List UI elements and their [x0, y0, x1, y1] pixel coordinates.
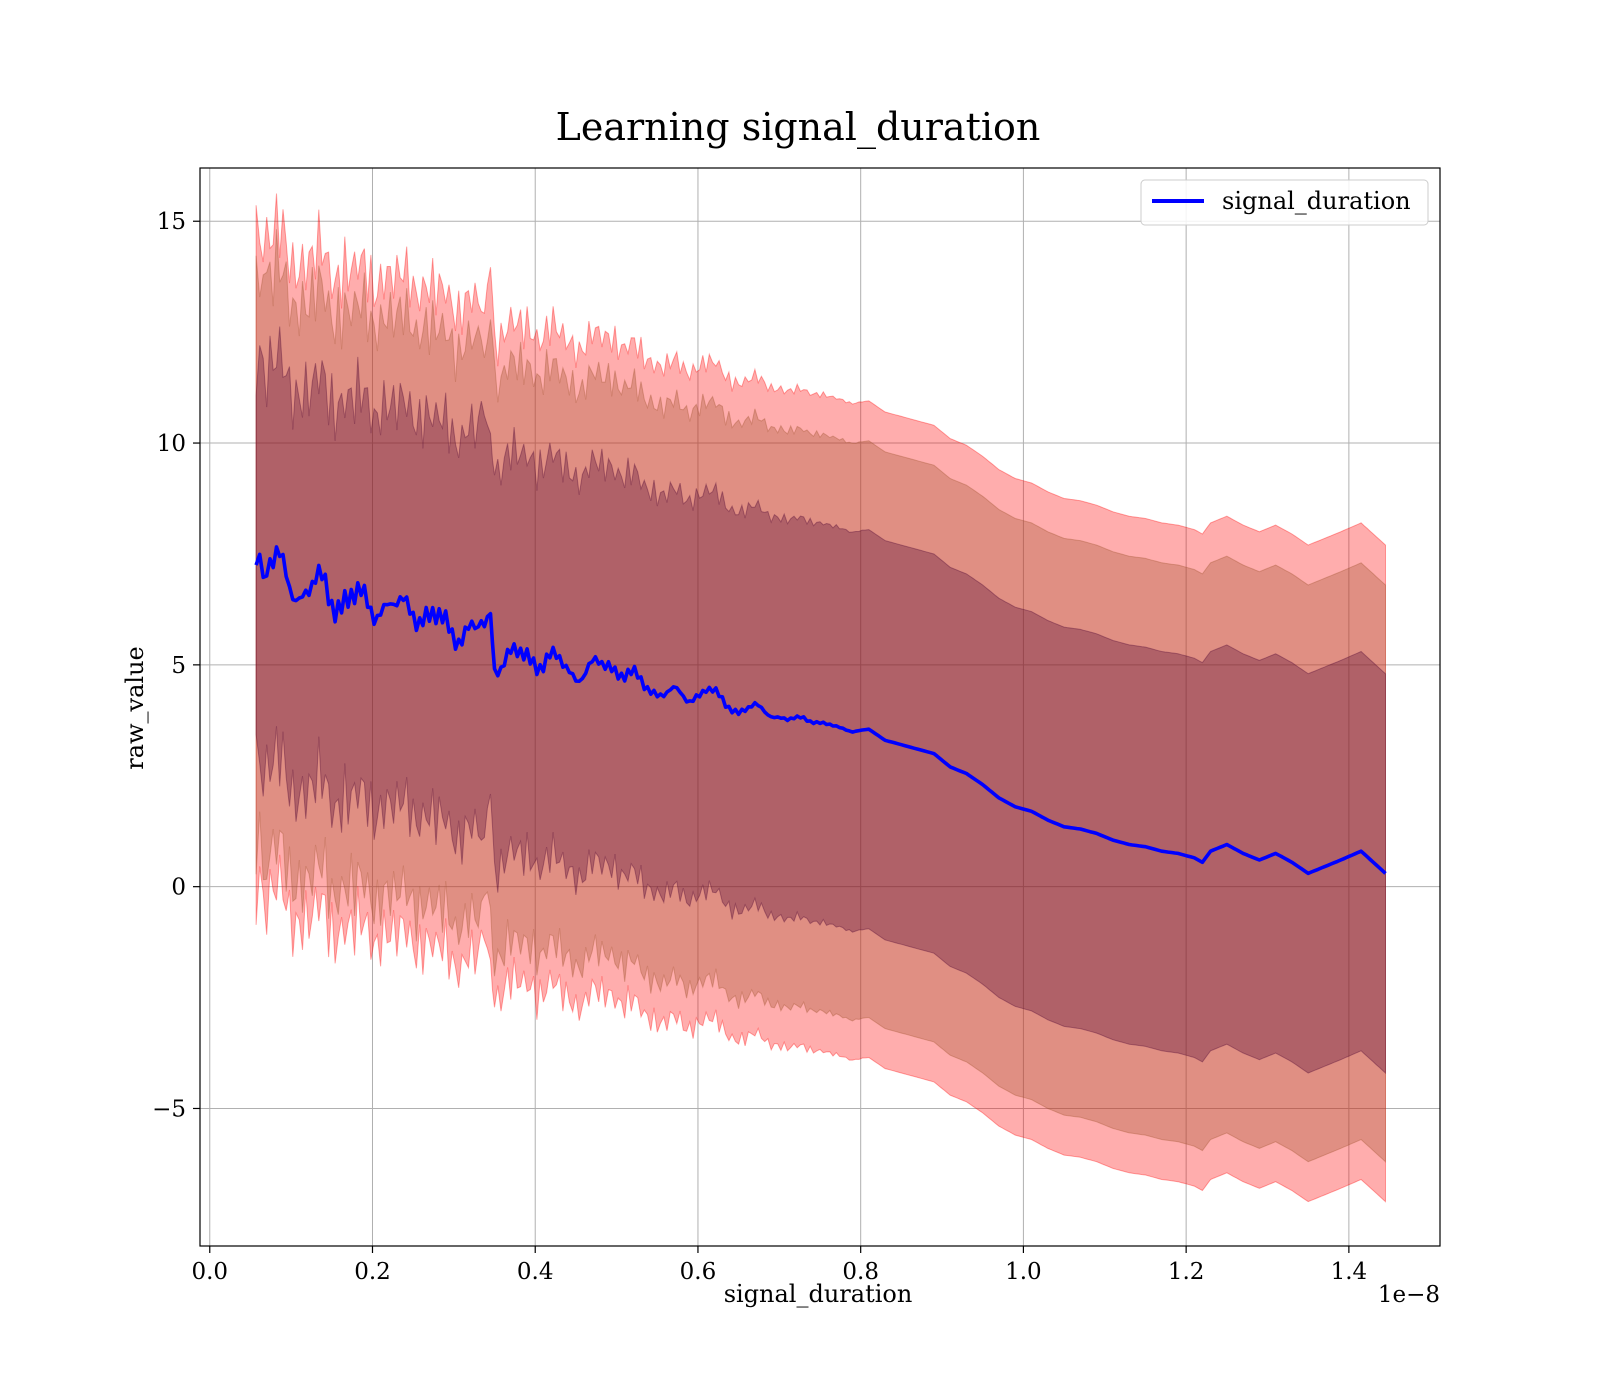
y-tick-label: 10 [157, 431, 186, 457]
band-outer [255, 193, 1386, 1203]
x-tick-label: 0.8 [842, 1259, 879, 1285]
x-tick-label: 1.4 [1331, 1259, 1368, 1285]
x-axis-label: signal_duration [724, 1280, 913, 1308]
confidence-bands [255, 193, 1386, 1203]
plot-frame [199, 167, 1441, 1247]
chart-title: Learning signal_duration [556, 105, 1041, 150]
x-tick-label: 0.6 [680, 1259, 717, 1285]
y-tick-label: −5 [152, 1096, 186, 1122]
x-tick-label: 0.0 [191, 1259, 228, 1285]
axis-ticks: 0.0 0.2 0.4 0.6 0.8 1.0 1.2 1.4 −5 0 5 10 15 [152, 209, 1367, 1285]
x-tick-label: 0.2 [354, 1259, 391, 1285]
legend-box [1140, 179, 1429, 226]
x-tick-label: 1.2 [1168, 1259, 1205, 1285]
x-axis-offset-text: 1e−8 [1378, 1282, 1440, 1308]
y-tick-label: 15 [157, 209, 186, 235]
legend-label: signal_duration [1222, 187, 1411, 215]
x-tick-label: 1.0 [1005, 1259, 1042, 1285]
y-axis-label: raw_value [121, 646, 149, 770]
y-tick-label: 5 [171, 653, 186, 679]
band-middle [255, 229, 1386, 1163]
series-line-signal-duration [254, 545, 1387, 876]
x-tick-label: 0.4 [517, 1259, 554, 1285]
band-inner [255, 326, 1386, 1075]
mean-line-layer [254, 545, 1387, 876]
y-tick-label: 0 [171, 875, 186, 901]
legend: signal_duration [1140, 179, 1429, 226]
